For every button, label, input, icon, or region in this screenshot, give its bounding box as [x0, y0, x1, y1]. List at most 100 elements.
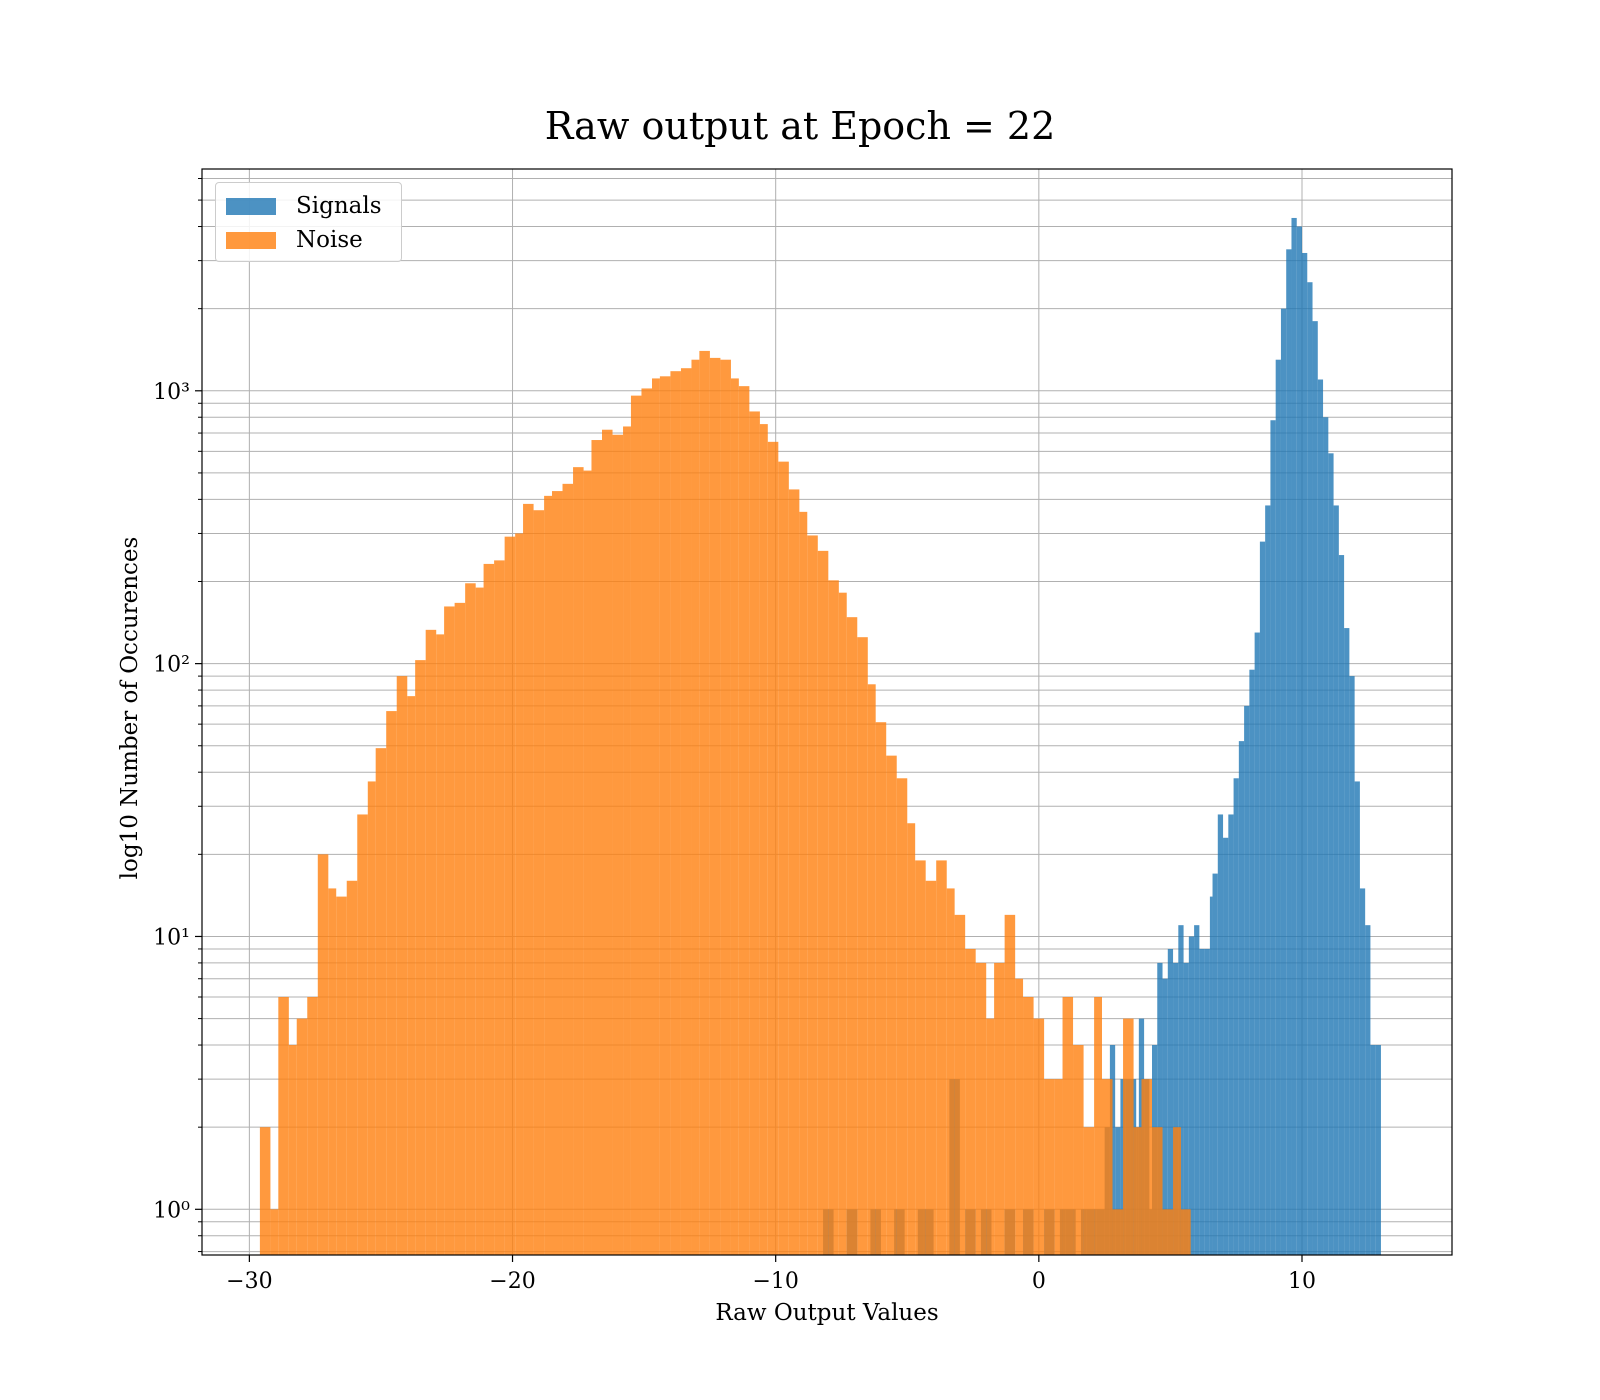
histogram-bar	[307, 996, 318, 1255]
histogram-bar	[1178, 925, 1184, 1255]
histogram-bar	[1280, 308, 1287, 1255]
histogram-bar	[1204, 948, 1210, 1255]
histogram-bar	[386, 711, 397, 1255]
legend-label-noise: Noise	[296, 227, 363, 253]
histogram-bar	[730, 378, 739, 1255]
histogram-bar	[1173, 962, 1179, 1255]
histogram-bar	[573, 467, 584, 1255]
histogram-bar	[759, 424, 768, 1256]
histogram-bar	[375, 748, 387, 1255]
legend: Signals Noise	[215, 182, 402, 262]
histogram-bar	[1157, 962, 1163, 1255]
x-tick-label: −10	[752, 1269, 798, 1294]
histogram-bar	[1054, 1079, 1063, 1255]
histogram-bar	[475, 587, 484, 1255]
histogram-bar	[602, 429, 613, 1256]
histogram-bar	[407, 696, 416, 1255]
histogram-bar	[1333, 505, 1339, 1255]
y-tick-label: 10²	[153, 653, 190, 678]
histogram-bar	[1228, 814, 1234, 1255]
histogram-bar	[946, 888, 955, 1255]
legend-swatch-noise	[226, 231, 276, 249]
histogram-bar	[886, 755, 897, 1255]
histogram-bar	[544, 495, 552, 1255]
histogram-bar	[1328, 453, 1334, 1255]
histogram-bar	[1223, 837, 1229, 1255]
histogram-bar	[709, 357, 721, 1256]
histogram-bar	[691, 359, 700, 1255]
histogram-bar	[738, 386, 750, 1255]
histogram-bar	[1004, 914, 1016, 1255]
histogram-bar	[259, 1127, 271, 1255]
histogram-bar	[523, 503, 534, 1255]
histogram-bar	[1133, 1127, 1142, 1255]
legend-swatch-signals	[226, 197, 276, 215]
histogram-bar	[1173, 1127, 1181, 1255]
histogram-bar	[415, 660, 426, 1255]
x-tick-label: −30	[226, 1269, 272, 1294]
histogram-bar	[875, 722, 887, 1255]
histogram-bar	[1291, 217, 1297, 1256]
histogram-bar	[652, 378, 660, 1255]
histogram-bar	[720, 359, 731, 1255]
plot-frame	[201, 168, 1453, 1256]
histogram-bar	[630, 395, 642, 1255]
legend-item-signals: Signals	[226, 193, 382, 219]
histogram-bar	[1033, 1018, 1045, 1255]
histogram-bar	[1349, 676, 1355, 1255]
y-tick-label: 10¹	[153, 925, 190, 950]
histogram-bar	[1244, 705, 1250, 1255]
histogram-bar	[1296, 226, 1302, 1255]
histogram-bar	[1044, 1079, 1055, 1255]
histogram-bar	[1194, 925, 1200, 1255]
histogram-bar	[994, 962, 1005, 1255]
histogram-bar	[425, 629, 437, 1255]
histogram-bar	[336, 896, 347, 1255]
x-axis-label: Raw Output Values	[715, 1300, 939, 1326]
histogram-bar	[1209, 896, 1213, 1255]
histogram-bar	[799, 511, 808, 1255]
histogram-bar	[1212, 873, 1218, 1255]
histogram-bar	[1354, 781, 1360, 1255]
histogram-bar	[623, 426, 631, 1255]
histogram-bar	[552, 491, 563, 1255]
histogram-bar	[907, 823, 916, 1255]
histogram-bar	[1167, 948, 1174, 1255]
histogram-bar	[1265, 505, 1271, 1255]
histogram-bar	[396, 676, 408, 1255]
histogram-bar	[1286, 249, 1292, 1255]
histogram-bar	[1162, 978, 1168, 1255]
histogram-bar	[896, 778, 908, 1255]
histogram-bar	[1259, 541, 1266, 1255]
histogram-bar	[1188, 936, 1195, 1255]
histogram-bar	[1238, 741, 1245, 1255]
y-tick-label: 10⁰	[153, 1198, 190, 1223]
axes: −30 −20 −10 0 10 10⁰ 10¹ 10² 10³	[153, 168, 1453, 1294]
x-tick-label: −20	[489, 1269, 535, 1294]
histogram-bar	[483, 563, 495, 1255]
histogram-bar	[1015, 978, 1024, 1255]
histogram-bar	[465, 583, 476, 1255]
histogram-bar	[986, 1018, 995, 1255]
histogram-bar	[767, 441, 779, 1255]
histogram-bar	[504, 536, 516, 1255]
histogram-bar	[1323, 417, 1329, 1255]
histogram-bar	[1183, 962, 1189, 1255]
histogram-bar	[1249, 669, 1255, 1255]
histogram-bar	[583, 470, 592, 1255]
histogram-bar	[699, 350, 710, 1255]
histogram-bar	[1359, 888, 1366, 1255]
histogram-bar	[936, 860, 947, 1255]
histogram-bar	[1083, 1127, 1095, 1255]
histogram-bar	[515, 533, 524, 1255]
histogram-bar	[270, 1209, 279, 1255]
histogram-bar	[436, 634, 445, 1255]
histogram-bar	[1073, 1045, 1084, 1255]
histogram-bar	[444, 606, 455, 1255]
histogram-bar	[1312, 321, 1318, 1255]
histogram-bar	[659, 376, 671, 1255]
histogram-bar	[1254, 632, 1260, 1255]
histogram-bar	[1141, 1079, 1152, 1255]
histogram-bar	[915, 860, 926, 1255]
